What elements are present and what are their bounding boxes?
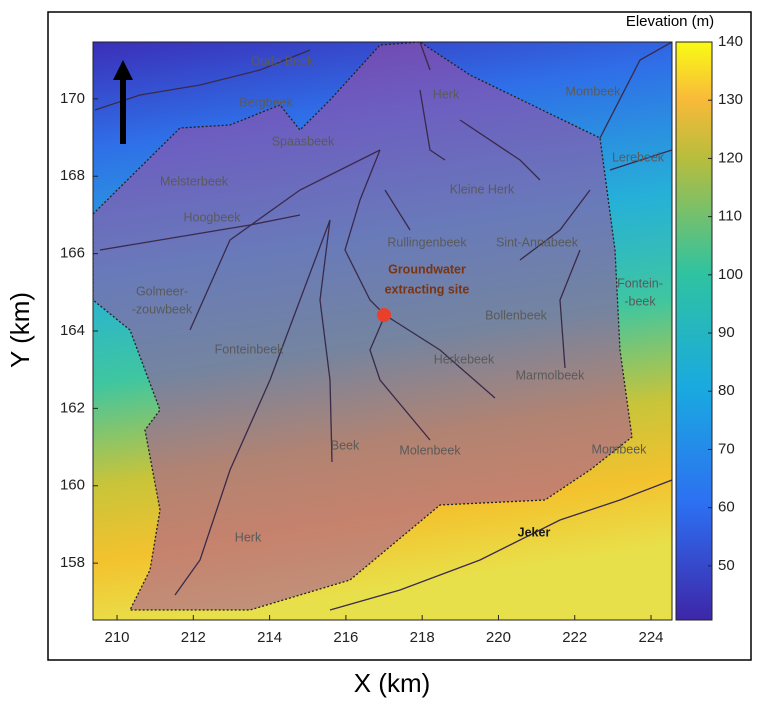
colorbar-tick-label: 110 (718, 208, 742, 225)
y-tick-label: 164 (60, 322, 85, 339)
label: Melsterbeek (160, 174, 229, 188)
label: Golmeer- (136, 284, 188, 298)
label: Herk (433, 87, 460, 101)
label: Lerebeek (612, 150, 665, 164)
colorbar-tick-label: 70 (718, 440, 735, 457)
x-axis-label: X (km) (354, 668, 431, 698)
x-tick-label: 218 (410, 629, 435, 646)
y-tick-label: 160 (60, 477, 85, 494)
colorbar-tick-label: 90 (718, 324, 735, 341)
label: Kleine Herk (450, 182, 515, 196)
site-label: extracting site (385, 282, 470, 296)
label: Oude Beek (251, 54, 314, 68)
colorbar-tick-label: 130 (718, 91, 743, 108)
x-tick-label: 216 (333, 629, 358, 646)
site-label: Groundwater (388, 262, 466, 276)
y-axis-label: Y (km) (5, 292, 35, 368)
label: -beek (624, 294, 656, 308)
colorbar-tick-label: 80 (718, 382, 735, 399)
y-tick-label: 168 (60, 167, 85, 184)
y-tick-label: 158 (60, 554, 85, 571)
frame (47, 11, 752, 661)
label: Fontein- (617, 276, 663, 290)
y-tick-label: 170 (60, 90, 85, 107)
label: Spaasbeek (272, 134, 335, 148)
label: Mombeek (566, 84, 622, 98)
x-tick-label: 224 (639, 629, 664, 646)
colorbar (675, 41, 713, 621)
x-tick-label: 220 (486, 629, 511, 646)
x-tick-label: 222 (562, 629, 587, 646)
north-arrow-head (113, 60, 133, 80)
streams (94, 42, 672, 611)
label: Hoogbeek (184, 210, 242, 224)
label: Jeker (518, 525, 551, 539)
label: Beek (331, 438, 360, 452)
colorbar-tick-label: 120 (718, 149, 743, 166)
label: Rullingenbeek (387, 235, 467, 249)
colorbar-title: Elevation (m) (626, 13, 714, 30)
colorbar-tick-label: 100 (718, 266, 743, 283)
labels: Oude Beek Herk Mombeek Bergbeek Spaasbee… (132, 54, 665, 544)
label: Bollenbeek (485, 308, 548, 322)
label: Bergbeek (239, 95, 293, 109)
y-tick-label: 166 (60, 245, 85, 262)
label: Molenbeek (399, 443, 461, 457)
colorbar-tick-label: 140 (718, 33, 743, 50)
colorbar-tick-label: 60 (718, 499, 735, 516)
colorbar-tick-label: 50 (718, 557, 735, 574)
map-area (93, 42, 672, 620)
site-marker (377, 308, 391, 322)
x-tick-label: 214 (257, 629, 282, 646)
x-tick-label: 212 (181, 629, 206, 646)
catchment (93, 42, 633, 611)
y-tick-label: 162 (60, 399, 85, 416)
north-arrow (120, 78, 126, 144)
label: Sint-Annabeek (496, 235, 579, 249)
label: Marmolbeek (516, 368, 586, 382)
label: Fonteinbeek (215, 342, 285, 356)
label: Herkebeek (434, 352, 495, 366)
label: -zouwbeek (132, 302, 193, 316)
x-tick-label: 210 (105, 629, 130, 646)
label: Herk (235, 530, 262, 544)
label: Mombeek (592, 442, 648, 456)
